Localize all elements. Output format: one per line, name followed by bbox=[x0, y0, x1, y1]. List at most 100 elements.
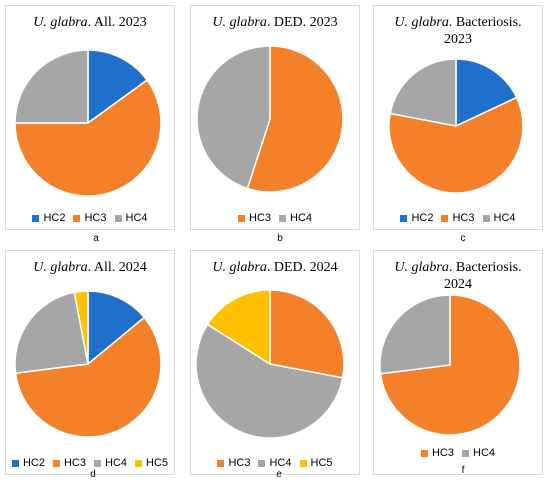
pie-slice-hc2 bbox=[87, 49, 149, 125]
legend-swatch bbox=[94, 459, 101, 467]
legend-swatch bbox=[400, 214, 408, 222]
legend-item-hc5: HC5 bbox=[135, 457, 168, 469]
legend-item-hc2: HC2 bbox=[11, 457, 45, 469]
legend-swatch bbox=[279, 214, 286, 222]
title-species: U. glabra bbox=[212, 260, 267, 275]
title-species: U. glabra bbox=[33, 15, 88, 30]
pie-slice-hc4 bbox=[389, 58, 457, 127]
pie-slice-hc3 bbox=[14, 79, 162, 197]
legend-label: HC2 bbox=[43, 212, 66, 224]
pie-chart-e bbox=[195, 289, 345, 439]
pie-slice-hc2 bbox=[455, 58, 518, 128]
pie-slice-hc2 bbox=[87, 290, 146, 366]
pie-chart-a bbox=[14, 49, 162, 197]
pie-slice-hc5 bbox=[73, 290, 89, 365]
pie-slice-hc3 bbox=[269, 289, 345, 379]
pie-slice-hc4 bbox=[14, 291, 89, 374]
legend-item-hc2: HC2 bbox=[400, 212, 433, 224]
legend-swatch bbox=[52, 459, 60, 467]
legend-swatch bbox=[11, 459, 19, 467]
legend-swatch bbox=[237, 214, 245, 222]
legend-swatch bbox=[420, 449, 428, 457]
chart-legend: HC2 HC3 HC4 bbox=[374, 212, 542, 225]
subfigure-label-e: e bbox=[276, 469, 282, 480]
legend-swatch bbox=[462, 449, 469, 457]
pie-slice-hc3 bbox=[14, 316, 162, 438]
legend-item-hc3: HC3 bbox=[441, 212, 475, 224]
legend-label: HC5 bbox=[146, 457, 169, 469]
chart-legend: HC3 HC4 bbox=[191, 212, 359, 225]
title-rest: . All. 2024 bbox=[87, 260, 147, 275]
legend-label: HC3 bbox=[452, 212, 475, 224]
legend-label: HC5 bbox=[310, 457, 333, 469]
chart-legend: HC2 HC3 HC4 bbox=[6, 212, 174, 225]
pie-slice-hc3 bbox=[388, 96, 524, 194]
pie-chart-d bbox=[14, 290, 162, 438]
title-rest: . Bacteriosis. bbox=[448, 260, 522, 275]
title-rest: . DED. 2024 bbox=[266, 260, 338, 275]
legend-label: HC2 bbox=[411, 212, 434, 224]
pie-slice-hc4 bbox=[379, 294, 451, 375]
legend-item-hc5: HC5 bbox=[299, 457, 333, 469]
title-species: U. glabra bbox=[33, 260, 88, 275]
chart-title: U. glabra. DED. 2024 bbox=[191, 259, 359, 276]
title-rest: . All. 2023 bbox=[87, 15, 147, 30]
legend-swatch bbox=[258, 459, 266, 467]
legend-item-hc2: HC2 bbox=[32, 212, 65, 224]
legend-label: HC3 bbox=[248, 212, 271, 224]
pie-slice-hc4 bbox=[196, 45, 271, 190]
pie-slice-hc5 bbox=[206, 289, 271, 366]
pie-chart-b bbox=[196, 45, 344, 193]
legend-swatch bbox=[482, 214, 490, 222]
legend-item-hc3: HC3 bbox=[73, 212, 107, 224]
legend-swatch bbox=[32, 214, 40, 222]
pie-slice-hc3 bbox=[246, 45, 344, 193]
legend-item-hc3: HC3 bbox=[420, 447, 454, 459]
legend-swatch bbox=[114, 214, 122, 222]
legend-item-hc4: HC4 bbox=[94, 457, 127, 469]
pie-slice-hc4 bbox=[14, 49, 89, 124]
chart-panel-f: U. glabra. Bacteriosis. 2024 HC3 HC4 bbox=[373, 250, 543, 475]
title-line2: 2024 bbox=[444, 277, 472, 292]
legend-item-hc3: HC3 bbox=[237, 212, 271, 224]
pie-chart-f bbox=[379, 294, 521, 436]
legend-label: HC4 bbox=[105, 457, 128, 469]
legend-item-hc4: HC4 bbox=[462, 447, 495, 459]
chart-panel-c: U. glabra. Bacteriosis. 2023 HC2 HC3 HC4 bbox=[373, 5, 543, 230]
chart-panel-e: U. glabra. DED. 2024 HC3 HC4 HC5 bbox=[190, 250, 360, 475]
legend-label: HC3 bbox=[63, 457, 86, 469]
chart-title: U. glabra. Bacteriosis. 2023 bbox=[374, 14, 542, 48]
legend-item-hc4: HC4 bbox=[114, 212, 148, 224]
title-species: U. glabra bbox=[212, 15, 267, 30]
legend-label: HC3 bbox=[228, 457, 251, 469]
subfigure-label-f: f bbox=[461, 465, 465, 476]
legend-swatch bbox=[441, 214, 449, 222]
legend-swatch bbox=[135, 459, 143, 467]
legend-label: HC4 bbox=[125, 212, 148, 224]
subfigure-label-d: d bbox=[90, 469, 96, 480]
pie-chart-c bbox=[388, 58, 524, 194]
title-rest: . DED. 2023 bbox=[266, 15, 338, 30]
chart-legend: HC3 HC4 HC5 bbox=[191, 457, 359, 470]
legend-item-hc3: HC3 bbox=[217, 457, 250, 469]
legend-label: HC4 bbox=[493, 212, 516, 224]
chart-title: U. glabra. All. 2024 bbox=[6, 259, 174, 276]
chart-title: U. glabra. All. 2023 bbox=[6, 14, 174, 31]
legend-item-hc4: HC4 bbox=[482, 212, 516, 224]
legend-label: HC3 bbox=[84, 212, 107, 224]
legend-label: HC3 bbox=[431, 447, 454, 459]
legend-label: HC4 bbox=[290, 212, 313, 224]
legend-label: HC4 bbox=[473, 447, 496, 459]
legend-swatch bbox=[73, 214, 81, 222]
chart-panel-d: U. glabra. All. 2024 HC2 HC3 HC4 HC5 bbox=[5, 250, 175, 475]
chart-title: U. glabra. DED. 2023 bbox=[191, 14, 359, 31]
pie-slice-hc4 bbox=[195, 323, 344, 439]
subfigure-label-a: a bbox=[93, 233, 99, 244]
legend-label: HC4 bbox=[269, 457, 292, 469]
legend-item-hc4: HC4 bbox=[258, 457, 292, 469]
legend-item-hc4: HC4 bbox=[279, 212, 312, 224]
subfigure-label-b: b bbox=[277, 233, 283, 244]
title-rest: . Bacteriosis. bbox=[448, 15, 522, 30]
subfigure-label-c: c bbox=[460, 233, 466, 244]
chart-legend: HC3 HC4 bbox=[374, 447, 542, 460]
